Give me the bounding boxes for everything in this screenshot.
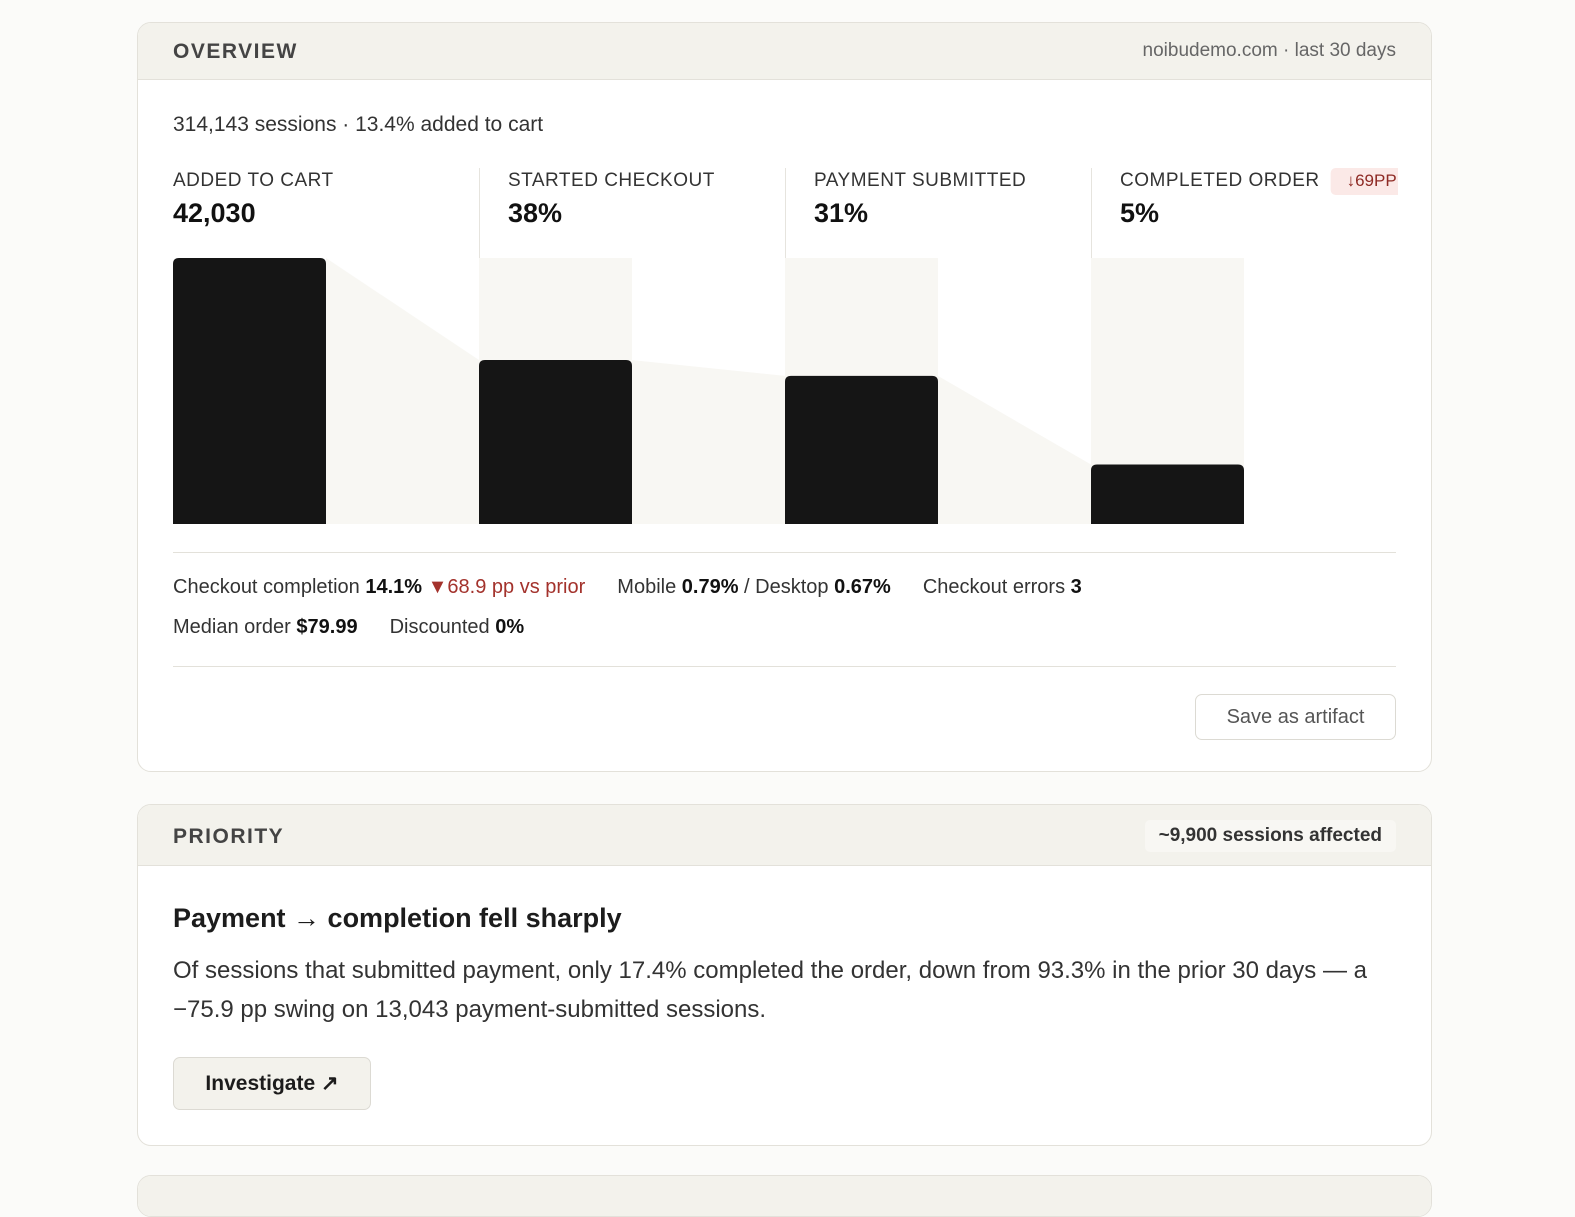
bar	[173, 258, 326, 524]
card-title: OVERVIEW	[173, 40, 298, 63]
card-header: PRIORITY ~9,900 sessions affected	[138, 805, 1431, 866]
stat-group: Median order $79.99	[173, 616, 358, 638]
divider	[173, 552, 1396, 553]
stat-label: Median order	[173, 616, 291, 638]
next-card	[137, 1175, 1432, 1217]
stat-value: 14.1%	[365, 576, 423, 598]
priority-card: PRIORITY ~9,900 sessions affected Paymen…	[137, 804, 1432, 1146]
stat-group: Checkout errors 3	[923, 576, 1082, 598]
stat-label: / Desktop	[744, 576, 829, 598]
stage-headline: 31%	[814, 198, 868, 228]
flow-connector	[938, 375, 1091, 524]
badge-bg	[1330, 168, 1398, 195]
stage-headline: 5%	[1120, 198, 1159, 228]
stat-label: Checkout errors	[922, 576, 1066, 598]
stage-label: PAYMENT SUBMITTED	[814, 170, 1026, 191]
page: OVERVIEW noibudemo.com · last 30 days 31…	[137, 22, 1432, 1217]
card-header: OVERVIEW noibudemo.com · last 30 days	[138, 23, 1431, 80]
save-button[interactable]: Save as artifact	[1195, 694, 1396, 740]
summary: 314,143 sessions · 13.4% added to cart	[173, 113, 544, 136]
stage-label: STARTED CHECKOUT	[508, 170, 715, 191]
stage-headline: 42,030	[173, 198, 256, 228]
card-title: PRIORITY	[173, 825, 285, 848]
bar	[479, 360, 632, 524]
overview-card: OVERVIEW noibudemo.com · last 30 days 31…	[137, 22, 1432, 772]
card-header	[138, 1176, 1431, 1216]
stat-value: 3	[1070, 576, 1082, 598]
stage-label: ADDED TO CART	[173, 170, 334, 191]
stat-value: 0.79%	[681, 576, 739, 598]
stat-delta: ▼68.9 pp vs prior	[427, 576, 586, 598]
stat-value: 0.67%	[834, 576, 891, 598]
bar	[1091, 464, 1244, 524]
investigate-button[interactable]: Investigate ↗	[173, 1057, 371, 1110]
stage-headline: 38%	[508, 198, 562, 228]
badge: ↓69PP	[1347, 171, 1397, 190]
body-text: Of sessions that submitted payment, only…	[173, 957, 1367, 1023]
flow-connector	[326, 258, 479, 524]
stat-label: Checkout completion	[173, 576, 360, 598]
divider	[173, 666, 1396, 667]
flow-connector	[632, 360, 785, 524]
badge: ~9,900 sessions affected	[1144, 820, 1396, 852]
stat-group: Mobile 0.79% / Desktop 0.67%	[617, 576, 891, 598]
card-meta: noibudemo.com · last 30 days	[1142, 40, 1396, 61]
stat-group: Checkout completion 14.1% ▼68.9 pp vs pr…	[173, 576, 585, 598]
bar	[785, 375, 938, 524]
stat-value: $79.99	[296, 616, 358, 638]
stat-row: Median order $79.99 Discounted 0%	[173, 616, 556, 639]
funnel-chart: ADDED TO CART 42,030 STARTED CHECKOUT 38% PA…	[173, 168, 1398, 524]
stat-group: Discounted 0%	[390, 616, 525, 638]
stat-label: Mobile	[617, 576, 677, 598]
stat-value: 0%	[495, 616, 525, 638]
stat-row: Checkout completion 14.1% ▼68.9 pp vs pr…	[173, 576, 1114, 599]
heading: Payment → completion fell sharply	[173, 903, 622, 933]
stat-label: Discounted	[389, 616, 490, 638]
stage-label: COMPLETED ORDER	[1120, 170, 1320, 191]
